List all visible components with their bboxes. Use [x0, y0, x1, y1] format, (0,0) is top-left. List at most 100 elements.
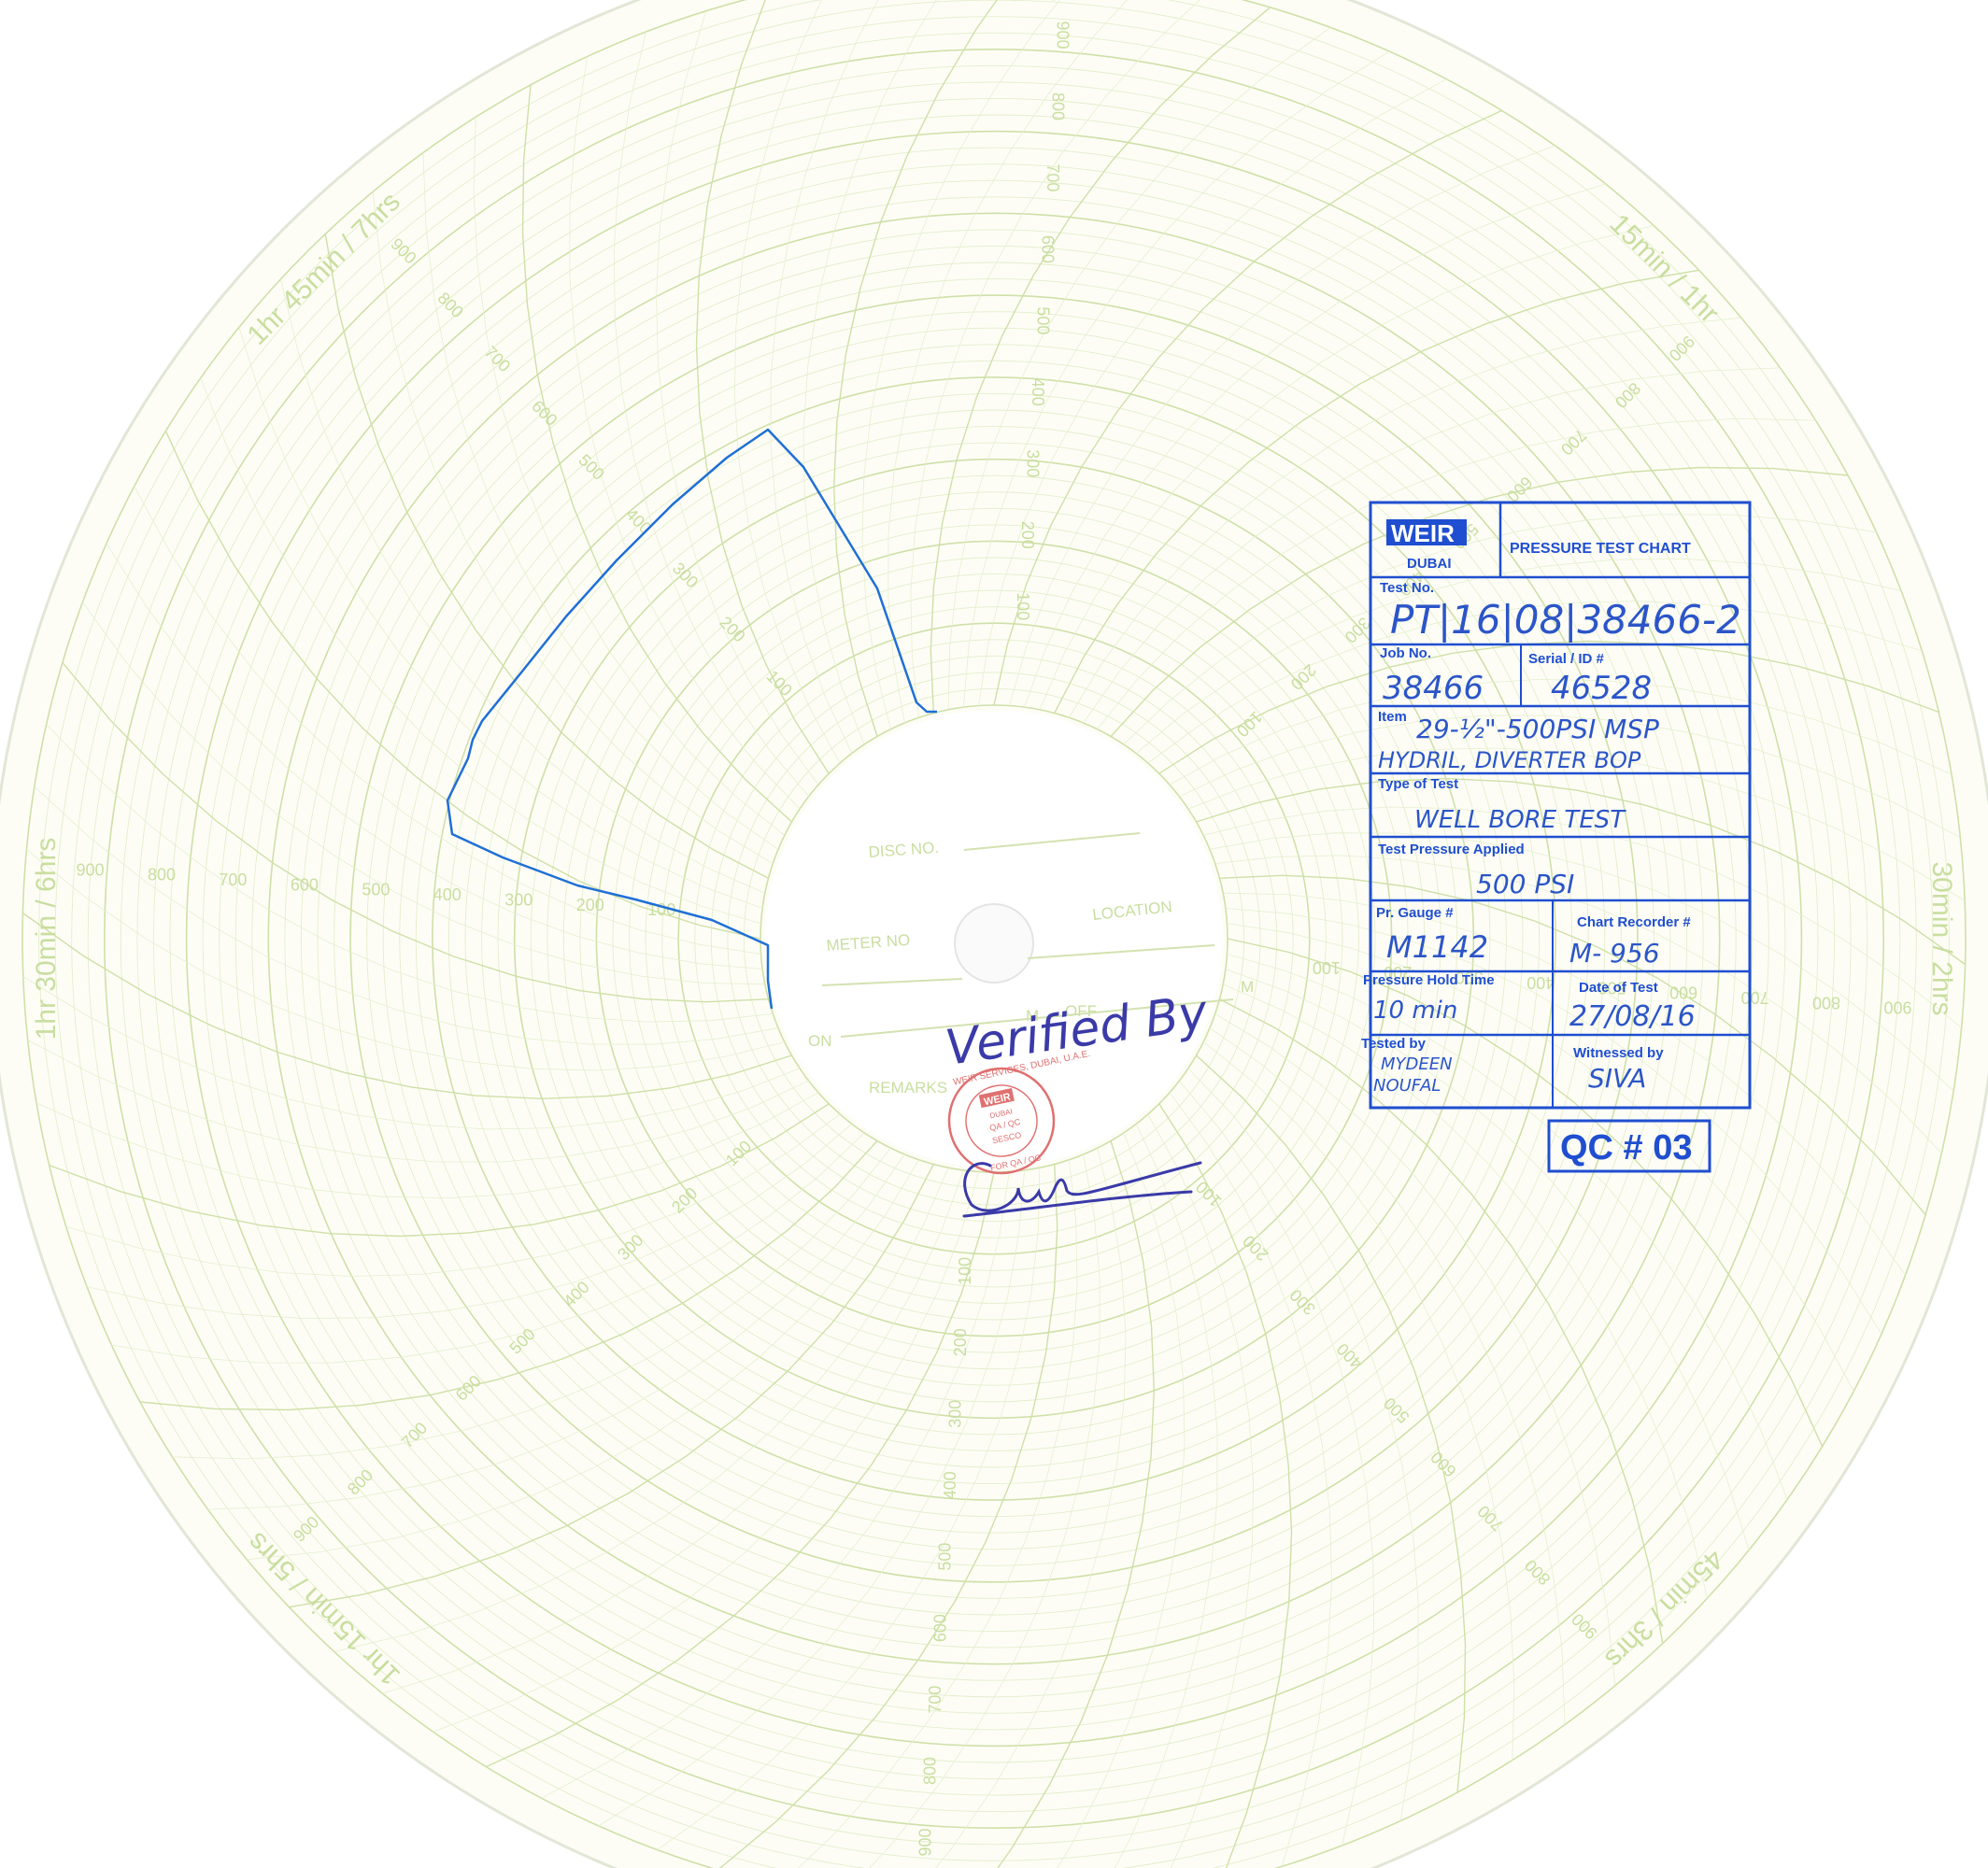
center-hole: [954, 903, 1034, 984]
pressure-label: Test Pressure Applied: [1378, 842, 1525, 857]
m-label: M: [1026, 1007, 1039, 1025]
title-block-frame: [1369, 501, 1752, 1110]
scale-label: 600: [1039, 235, 1058, 263]
pressure-ring: [447, 392, 1541, 1485]
pressure-ring: [399, 344, 1589, 1534]
time-radial: [1219, 874, 1926, 1216]
pressure-ring: [595, 540, 1393, 1337]
scale-label: 500: [1598, 978, 1626, 997]
on-label: ON: [808, 1032, 832, 1050]
time-radial: [832, 0, 998, 737]
pressure-ring: [694, 639, 1294, 1238]
witnessed-value: SIVA: [1588, 1063, 1646, 1094]
signature: [962, 1161, 1202, 1218]
scale-label: 700: [926, 1686, 944, 1714]
scale-label: 400: [1526, 973, 1555, 992]
time-radial: [1202, 1041, 1515, 1761]
time-label: 2hrs / 8hrs: [928, 0, 1060, 7]
pressure-ring: [579, 524, 1409, 1353]
scale-label: 900: [76, 860, 104, 879]
pressure-ring: [513, 458, 1475, 1420]
time-radial: [1214, 855, 1942, 1153]
scale-label: 700: [1044, 163, 1062, 191]
scale-label: 400: [941, 1471, 959, 1499]
pressure-ring: [71, 16, 1917, 1861]
time-radial: [1147, 1113, 1255, 1868]
pressure-ring: [727, 672, 1261, 1206]
on-off-line: [840, 998, 1234, 1038]
pressure-ring: [382, 327, 1606, 1550]
time-radial: [1179, 715, 1961, 838]
pressure-ring: [87, 32, 1901, 1846]
qc-label: QC # 03: [1560, 1128, 1693, 1168]
scale-label: 200: [951, 1328, 970, 1356]
pressure-ring: [710, 655, 1278, 1223]
time-radial: [656, 10, 819, 785]
time-radial: [1196, 777, 1967, 966]
scale-label: 600: [930, 1614, 949, 1642]
time-radial: [1209, 832, 1954, 1092]
type-label: Type of Test: [1378, 776, 1458, 792]
time-radial: [1114, 1124, 1218, 1868]
job-no-label: Job No.: [1380, 645, 1431, 661]
pressure-ring: [366, 311, 1622, 1566]
scale-label: 800: [1812, 993, 1840, 1012]
scale-label: 900: [1883, 998, 1911, 1017]
item-line2: HYDRIL, DIVERTER BOP: [1378, 747, 1641, 773]
time-radial: [46, 724, 774, 1023]
time-radial: [869, 1153, 1100, 1868]
time-radial: [1187, 1068, 1419, 1821]
time-radial: [997, 1140, 1156, 1868]
scale-label: 700: [1741, 988, 1769, 1007]
time-radial: [1169, 678, 1952, 785]
item-line1: 29-½"-500PSI MSP: [1416, 714, 1659, 744]
time-radial: [934, 1148, 1127, 1868]
pressure-ring: [661, 606, 1327, 1271]
pressure-ring: [629, 573, 1359, 1304]
time-radial: [798, 1159, 1078, 1868]
time-radial: [372, 191, 774, 864]
recorder-value: M- 956: [1569, 938, 1660, 969]
time-radial: [1203, 806, 1962, 1028]
time-radial: [433, 1171, 979, 1733]
time-radial: [521, 84, 792, 823]
time-label: 30min / 2hrs: [1926, 861, 1957, 1015]
time-radial: [200, 377, 761, 924]
time-radial: [657, 1168, 1041, 1850]
time-radial: [930, 7, 1271, 714]
time-radial: [1227, 954, 1788, 1500]
pressure-ring: [677, 622, 1311, 1255]
time-radial: [541, 1171, 1010, 1799]
scale-label: 300: [1456, 969, 1484, 987]
pressure-rings: [21, 0, 1967, 1868]
time-radial: [49, 1103, 830, 1238]
pressure-ring: [202, 147, 1786, 1731]
test-no-value: PT|16|08|38466-2: [1390, 597, 1741, 643]
time-radial: [1069, 317, 1741, 718]
title-block: WEIR DUBAI PRESSURE TEST CHART Test No. …: [1361, 501, 1752, 1110]
time-radial: [598, 1169, 1025, 1827]
scale-label: 700: [219, 870, 247, 889]
time-radial: [1097, 417, 1816, 730]
weir-logo-box: [1386, 519, 1467, 545]
pressure-ring: [38, 0, 1950, 1868]
time-radial: [1024, 183, 1606, 708]
time-radial: [324, 234, 769, 879]
time-radial: [334, 1168, 949, 1652]
time-radial: [164, 431, 761, 940]
time-radial: [134, 486, 761, 955]
pressure-ring: [481, 426, 1507, 1451]
time-radial: [139, 1140, 878, 1411]
pressure-ring: [415, 360, 1573, 1518]
pressure-ring: [267, 212, 1721, 1665]
time-radial: [1225, 969, 1750, 1550]
time-radial: [1110, 466, 1849, 737]
date-value: 27/08/16: [1569, 1000, 1696, 1033]
scale-label: 200: [576, 896, 604, 914]
time-radial: [62, 661, 769, 1003]
tested-value-2: NOUFAL: [1373, 1076, 1441, 1096]
pressure-ring: [219, 163, 1769, 1714]
pressure-ring: [169, 114, 1819, 1763]
hold-label: Pressure Hold Time: [1363, 972, 1495, 988]
scale-label: 300: [504, 890, 532, 909]
